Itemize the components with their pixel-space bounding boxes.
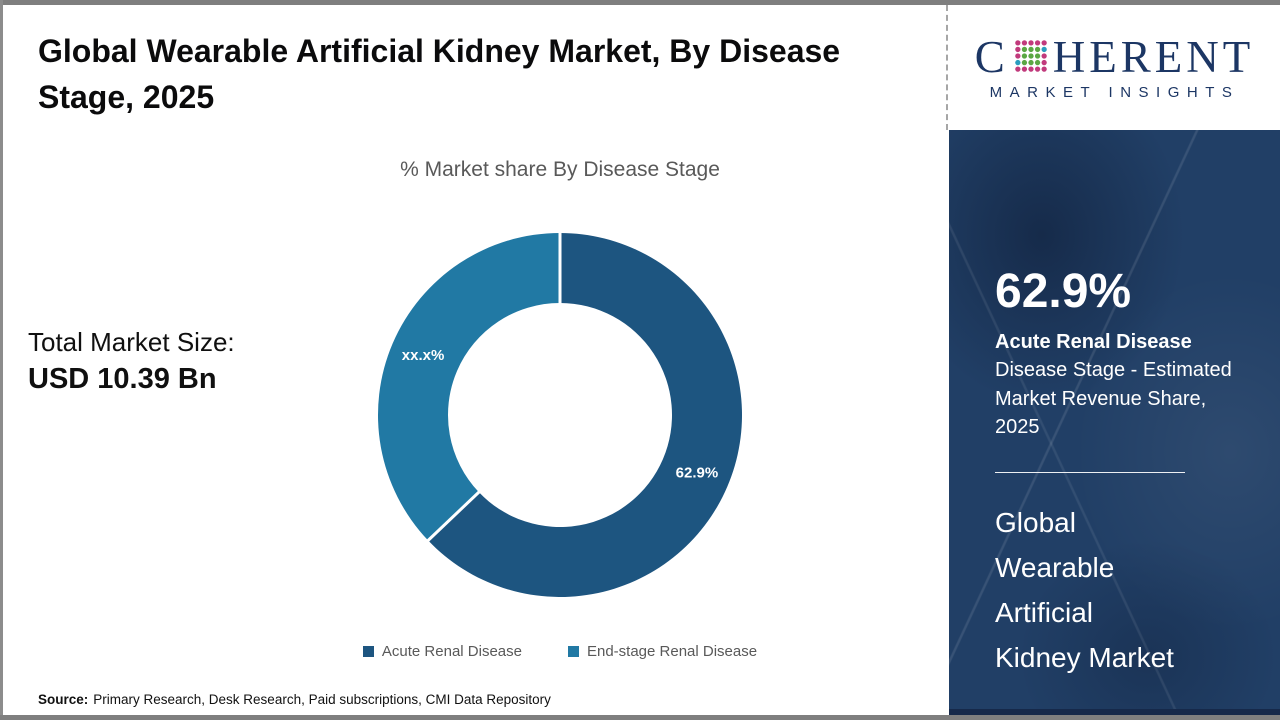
globe-dot xyxy=(1014,52,1021,59)
globe-dot xyxy=(1014,39,1021,45)
legend-item: Acute Renal Disease xyxy=(362,643,522,660)
market-name: Global Wearable Artificial Kidney Market xyxy=(995,500,1225,680)
globe-dot xyxy=(1014,46,1021,52)
globe-dot xyxy=(1021,59,1027,65)
donut-chart: 62.9% xx.x% xyxy=(378,232,742,597)
stat-value: 62.9% xyxy=(995,265,1132,318)
stat-segment-name: Acute Renal Disease xyxy=(995,331,1192,353)
market-name-line: Global xyxy=(995,506,1076,538)
slice-label: 62.9% xyxy=(676,465,719,482)
globe-dot xyxy=(1041,59,1047,65)
left-border xyxy=(0,0,3,720)
sidebar-panel: 62.9% Acute Renal Disease Disease Stage … xyxy=(949,130,1280,715)
donut-slice xyxy=(378,233,560,541)
logo-dashed-divider xyxy=(946,5,948,130)
globe-dot xyxy=(1034,39,1040,45)
legend-swatch xyxy=(362,646,374,657)
globe-dot xyxy=(1021,39,1027,45)
market-name-line: Wearable xyxy=(995,551,1115,583)
chart-title: % Market share By Disease Stage xyxy=(400,158,720,181)
globe-dot xyxy=(1041,52,1047,59)
total-market-value: USD 10.39 Bn xyxy=(28,363,217,396)
legend-swatch xyxy=(567,646,579,657)
stat-description: Disease Stage - Estimated Market Revenue… xyxy=(995,359,1232,438)
legend-label: End-stage Renal Disease xyxy=(586,643,758,660)
globe-dot xyxy=(1034,59,1040,65)
legend-item: End-stage Renal Disease xyxy=(567,643,758,660)
globe-dot xyxy=(1021,66,1027,72)
globe-dot xyxy=(1021,46,1027,52)
total-market-label: Total Market Size: xyxy=(28,327,235,357)
source-line: Source: Primary Research, Desk Research, … xyxy=(38,692,551,707)
source-prefix: Source: xyxy=(38,692,89,707)
globe-dot xyxy=(1014,66,1021,72)
sidebar-divider xyxy=(995,471,1185,473)
logo-wordmark: C HERENT xyxy=(975,35,1255,81)
slice-separator xyxy=(426,489,483,543)
globe-dot xyxy=(1028,39,1034,45)
total-market-size: Total Market Size: USD 10.39 Bn xyxy=(28,324,235,400)
globe-dot xyxy=(1041,46,1047,52)
globe-dot xyxy=(1034,46,1040,52)
globe-dot xyxy=(1034,52,1040,59)
logo-part1: C xyxy=(974,32,1009,82)
bottom-border xyxy=(0,715,1280,720)
globe-dot xyxy=(1028,66,1034,72)
globe-dot xyxy=(1028,52,1034,59)
globe-dot xyxy=(1041,66,1047,72)
legend-label: Acute Renal Disease xyxy=(381,643,522,660)
market-name-line: Artificial xyxy=(995,596,1094,628)
page-title: Global Wearable Artificial Kidney Market… xyxy=(38,33,841,116)
market-name-line: Kidney Market xyxy=(995,641,1174,673)
globe-dot xyxy=(1028,46,1034,52)
donut-slice xyxy=(428,233,742,597)
globe-dot xyxy=(1041,39,1047,45)
logo-part2: HERENT xyxy=(1052,32,1255,82)
logo-tagline: MARKET INSIGHTS xyxy=(989,83,1240,101)
globe-dot xyxy=(1034,66,1040,72)
cmi-globe-icon xyxy=(1014,39,1047,72)
globe-dot xyxy=(1021,52,1027,59)
chart-legend: Acute Renal Disease End-stage Renal Disea… xyxy=(160,643,960,660)
globe-dot xyxy=(1028,59,1034,65)
company-logo: C HERENT MARKET INSIGHTS xyxy=(949,5,1280,130)
slice-label: xx.x% xyxy=(402,347,445,364)
source-text: Primary Research, Desk Research, Paid su… xyxy=(93,692,551,707)
globe-dot xyxy=(1014,59,1021,65)
top-border xyxy=(0,0,1280,5)
